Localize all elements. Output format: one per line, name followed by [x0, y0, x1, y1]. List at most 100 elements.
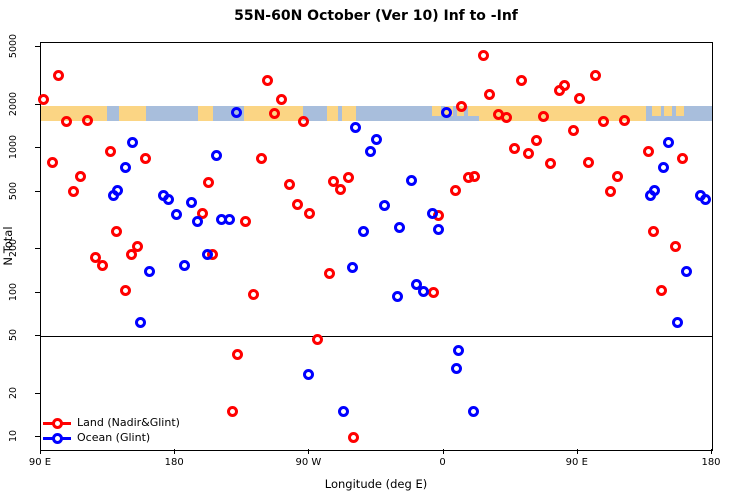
scatter-point-ocean: [112, 184, 124, 196]
scatter-point-land: [509, 142, 521, 154]
scatter-point-land: [328, 175, 340, 187]
scatter-point-ocean: [406, 174, 417, 186]
scatter-point-ocean: [135, 317, 146, 328]
scatter-point-land: [276, 93, 287, 105]
y-tick: [35, 248, 40, 249]
scatter-point-ocean: [126, 137, 138, 149]
scatter-point-land: [284, 178, 296, 190]
scatter-point-ocean: [371, 134, 382, 146]
land-segment: [198, 106, 214, 121]
scatter-point-ocean: [230, 106, 242, 118]
y-tick: [35, 392, 40, 394]
scatter-point-land: [342, 171, 354, 183]
scatter-point-ocean: [663, 137, 675, 149]
scatter-point-ocean: [303, 369, 315, 381]
x-tick-label: 90 E: [565, 457, 588, 468]
scatter-point-land: [247, 288, 259, 300]
scatter-point-ocean: [394, 222, 406, 234]
y-axis-label: N Total: [1, 226, 15, 266]
reference-line-50: [41, 336, 712, 337]
scatter-point-ocean: [346, 261, 358, 273]
scatter-point-land: [428, 287, 440, 298]
scatter-point-ocean: [418, 285, 430, 297]
scatter-point-ocean: [350, 122, 362, 134]
scatter-point-land: [231, 349, 243, 361]
scatter-point-land: [642, 145, 654, 157]
scatter-point-land: [597, 116, 609, 128]
scatter-point-ocean: [163, 194, 175, 205]
scatter-point-ocean: [201, 249, 213, 261]
y-tick: [35, 46, 40, 47]
scatter-point-land: [477, 49, 489, 61]
scatter-point-land: [567, 125, 579, 137]
coastline-map-band: [41, 106, 712, 121]
y-tick: [35, 335, 40, 336]
scatter-point-land: [291, 198, 303, 210]
scatter-point-land: [484, 89, 496, 101]
land-segment: [41, 106, 108, 121]
scatter-point-ocean: [427, 207, 439, 219]
scatter-point-land: [304, 208, 316, 220]
scatter-point-ocean: [338, 406, 350, 418]
scatter-point-land: [619, 115, 631, 126]
scatter-point-land: [516, 74, 528, 86]
scatter-point-land: [523, 147, 535, 159]
scatter-point-land: [227, 406, 239, 418]
scatter-point-ocean: [453, 344, 465, 356]
land-segment: [432, 106, 441, 116]
scatter-point-ocean: [657, 162, 669, 174]
y-tick: [35, 291, 40, 293]
x-tick: [40, 449, 41, 454]
scatter-point-ocean: [411, 278, 422, 290]
scatter-point-land: [203, 176, 215, 188]
scatter-point-ocean: [391, 290, 403, 302]
scatter-point-land: [120, 284, 131, 296]
y-tick: [35, 103, 40, 105]
scatter-point-ocean: [365, 145, 376, 157]
scatter-point-ocean: [143, 265, 155, 277]
x-tick-label: 0: [439, 457, 446, 468]
scatter-point-ocean: [186, 196, 197, 208]
scatter-point-land: [255, 153, 267, 165]
y-tick-label: 10: [8, 429, 19, 443]
scatter-point-land: [574, 92, 586, 104]
x-tick: [576, 449, 578, 454]
scatter-point-land: [132, 241, 144, 253]
scatter-point-land: [60, 116, 72, 128]
scatter-point-land: [82, 115, 94, 126]
scatter-point-land: [52, 69, 64, 81]
scatter-point-land: [96, 259, 108, 271]
scatter-point-ocean: [379, 200, 391, 211]
scatter-point-ocean: [432, 224, 444, 235]
scatter-point-land: [298, 116, 310, 128]
scatter-point-land: [677, 153, 689, 165]
scatter-point-land: [125, 249, 137, 261]
scatter-point-land: [197, 208, 209, 220]
scatter-point-land: [537, 111, 549, 123]
y-tick: [35, 190, 40, 192]
scatter-point-land: [67, 186, 79, 197]
land-segment: [468, 106, 479, 116]
scatter-point-land: [456, 100, 467, 112]
scatter-point-land: [656, 284, 667, 296]
scatter-point-land: [648, 226, 660, 238]
scatter-point-ocean: [649, 184, 661, 196]
x-tick-label: 90 W: [295, 457, 322, 468]
legend-circle-icon: [52, 418, 63, 429]
land-segment: [652, 106, 661, 116]
scatter-point-land: [312, 334, 324, 346]
land-segment: [676, 106, 684, 116]
x-tick: [308, 449, 310, 454]
legend-circle-icon: [52, 433, 63, 444]
y-tick: [35, 436, 40, 437]
scatter-point-ocean: [700, 194, 712, 205]
scatter-point-land: [559, 79, 570, 91]
scatter-point-land: [670, 241, 682, 253]
legend-label: Ocean (Glint): [77, 431, 151, 444]
scatter-point-ocean: [357, 226, 369, 238]
scatter-point-land: [450, 184, 461, 196]
scatter-point-land: [38, 93, 50, 105]
land-segment: [326, 106, 339, 121]
x-tick-label: 180: [701, 457, 721, 468]
